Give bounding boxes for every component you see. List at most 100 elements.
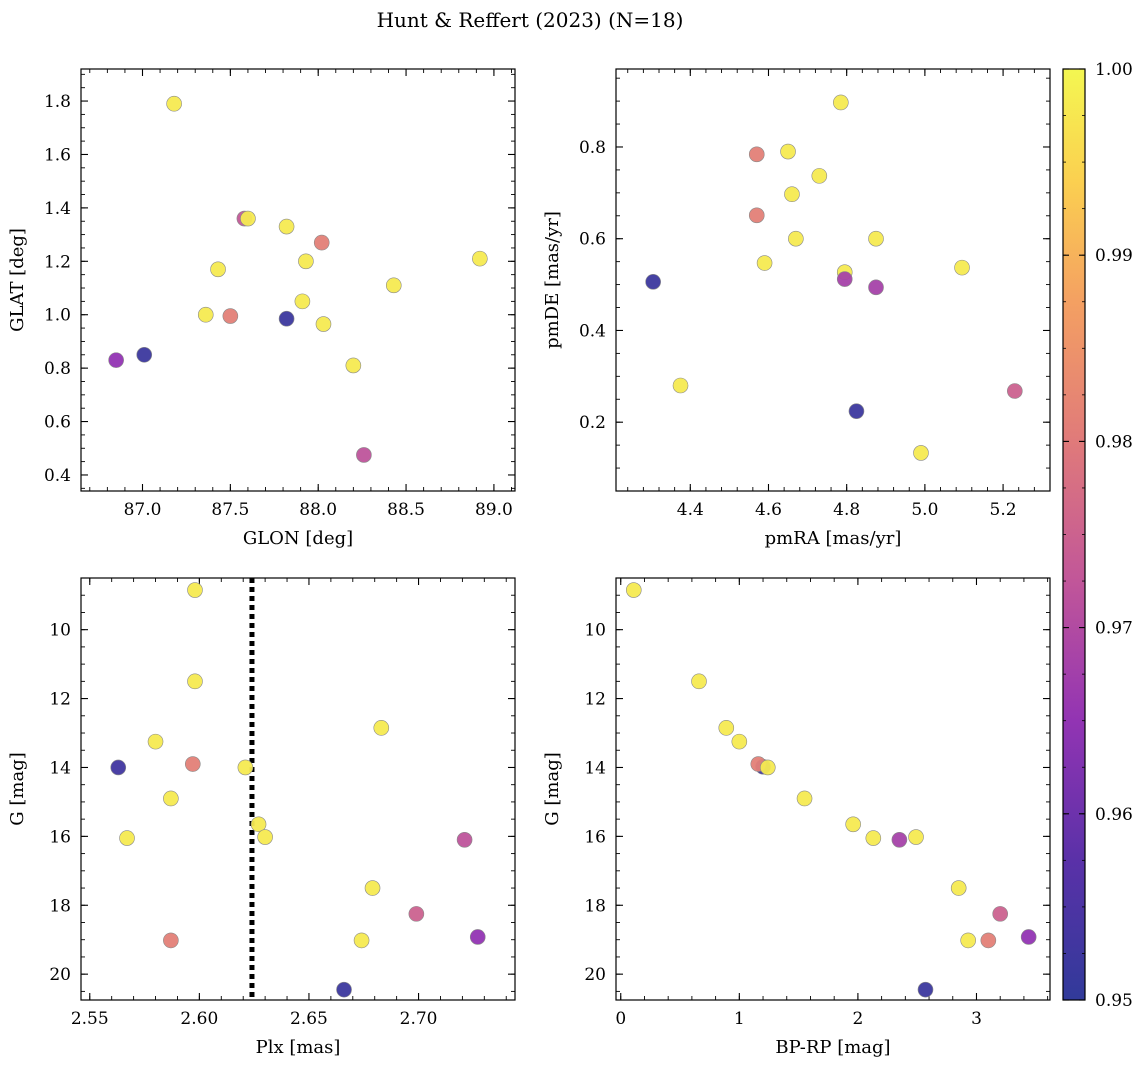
scatter-point xyxy=(796,790,813,807)
scatter-point xyxy=(718,720,735,736)
scatter-point xyxy=(788,230,804,247)
colorbar-tick-label: 0.95 xyxy=(1095,991,1133,1011)
scatter-point xyxy=(1020,929,1037,945)
y-tick-label: 14 xyxy=(49,758,71,778)
scatter-point xyxy=(848,403,865,419)
scatter-point xyxy=(257,829,273,845)
x-axis-label: BP-RP [mag] xyxy=(775,1037,890,1058)
y-tick-label: 16 xyxy=(49,827,71,847)
scatter-point xyxy=(197,306,214,323)
x-axis-label: pmRA [mas/yr] xyxy=(765,528,902,549)
colorbar-tick-label: 0.99 xyxy=(1095,246,1133,266)
colorbar-tick-label: 0.98 xyxy=(1095,432,1133,452)
y-tick-label: 0.4 xyxy=(44,466,71,486)
scatter-point xyxy=(908,829,924,845)
scatter-point xyxy=(110,759,127,776)
x-tick-label: 89.0 xyxy=(475,500,513,520)
scatter-point xyxy=(960,932,976,949)
scatter-point xyxy=(954,259,970,276)
colorbar-gradient xyxy=(1062,68,1086,1001)
y-tick-label: 1.0 xyxy=(44,306,71,326)
scatter-point xyxy=(353,932,370,949)
x-axis-label: GLON [deg] xyxy=(243,528,353,549)
scatter-point xyxy=(336,981,352,998)
x-tick-label: 88.5 xyxy=(387,500,425,520)
x-tick-label: 2 xyxy=(852,1009,863,1029)
scatter-point xyxy=(240,210,256,227)
scatter-point xyxy=(811,168,828,184)
x-tick-label: 4.4 xyxy=(677,500,704,520)
scatter-point xyxy=(1007,383,1023,399)
scatter-point xyxy=(980,932,997,949)
x-tick-label: 3 xyxy=(971,1009,982,1029)
x-axis-label: Plx [mas] xyxy=(256,1037,341,1058)
y-tick-label: 20 xyxy=(49,965,71,985)
scatter-point xyxy=(756,255,773,271)
scatter-point xyxy=(833,94,849,111)
y-tick-label: 0.4 xyxy=(579,321,606,341)
y-tick-label: 0.6 xyxy=(579,230,606,250)
scatter-point xyxy=(472,250,488,267)
scatter-point xyxy=(780,143,796,160)
scatter-point xyxy=(364,880,381,896)
scatter-point xyxy=(313,234,330,251)
scatter-point xyxy=(731,733,748,750)
scatter-point xyxy=(345,357,362,374)
scatter-point xyxy=(187,582,203,598)
scatter-point xyxy=(315,316,332,332)
axes-frame xyxy=(80,68,516,492)
scatter-point xyxy=(298,253,314,270)
scatter-point xyxy=(950,880,967,896)
y-axis-label: pmDE [mas/yr] xyxy=(542,211,563,349)
scatter-point xyxy=(278,310,295,327)
scatter-point xyxy=(748,146,765,163)
scatter-point xyxy=(913,445,929,461)
y-tick-label: 16 xyxy=(584,827,606,847)
panel-pmra-pmde: 4.4 4.6 4.8 5.0 5.2 0.2 0.4 0.6 0.8 pmRA [mas/yr]… xyxy=(542,68,1051,549)
x-tick-label: 88.0 xyxy=(299,500,337,520)
scatter-point xyxy=(166,95,182,112)
scatter-point xyxy=(691,673,707,690)
y-tick-label: 0.8 xyxy=(579,138,606,158)
scatter-point xyxy=(836,271,853,287)
x-tick-label: 2.70 xyxy=(400,1009,438,1029)
x-tick-label: 1 xyxy=(734,1009,745,1029)
scatter-point xyxy=(645,274,661,290)
x-tick-label: 87.5 xyxy=(211,500,249,520)
x-tick-label: 0 xyxy=(615,1009,626,1029)
x-tick-label: 4.6 xyxy=(755,500,782,520)
y-tick-label: 12 xyxy=(49,690,71,710)
scatter-point xyxy=(456,832,473,848)
scatter-point xyxy=(356,447,372,463)
scatter-point xyxy=(163,932,179,949)
scatter-point xyxy=(147,733,164,750)
scatter-point xyxy=(108,352,124,368)
x-tick-label: 2.55 xyxy=(71,1009,109,1029)
scatter-point xyxy=(784,186,800,203)
x-tick-label: 87.0 xyxy=(124,500,162,520)
y-tick-label: 0.6 xyxy=(44,413,71,433)
scatter-point xyxy=(868,230,884,247)
y-tick-label: 0.8 xyxy=(44,359,71,379)
scatter-point xyxy=(210,261,226,278)
scatter-point xyxy=(237,759,254,776)
scatter-point xyxy=(278,218,295,235)
scatter-point xyxy=(373,720,390,736)
scatter-point xyxy=(222,308,239,324)
y-axis-label: G [mag] xyxy=(7,752,28,825)
axes-frame xyxy=(615,577,1051,1001)
scatter-point xyxy=(759,759,776,776)
scatter-point xyxy=(250,816,267,833)
y-tick-label: 12 xyxy=(584,690,606,710)
y-tick-label: 1.4 xyxy=(44,199,71,219)
scatter-point xyxy=(672,377,689,394)
y-tick-label: 18 xyxy=(584,896,606,916)
y-tick-label: 20 xyxy=(584,965,606,985)
scatter-point xyxy=(136,346,153,363)
scatter-point xyxy=(163,790,179,807)
y-tick-label: 10 xyxy=(49,621,71,641)
scatter-point xyxy=(865,830,882,846)
colorbar-tick-label: 0.97 xyxy=(1095,619,1133,639)
y-tick-label: 0.2 xyxy=(579,413,606,433)
